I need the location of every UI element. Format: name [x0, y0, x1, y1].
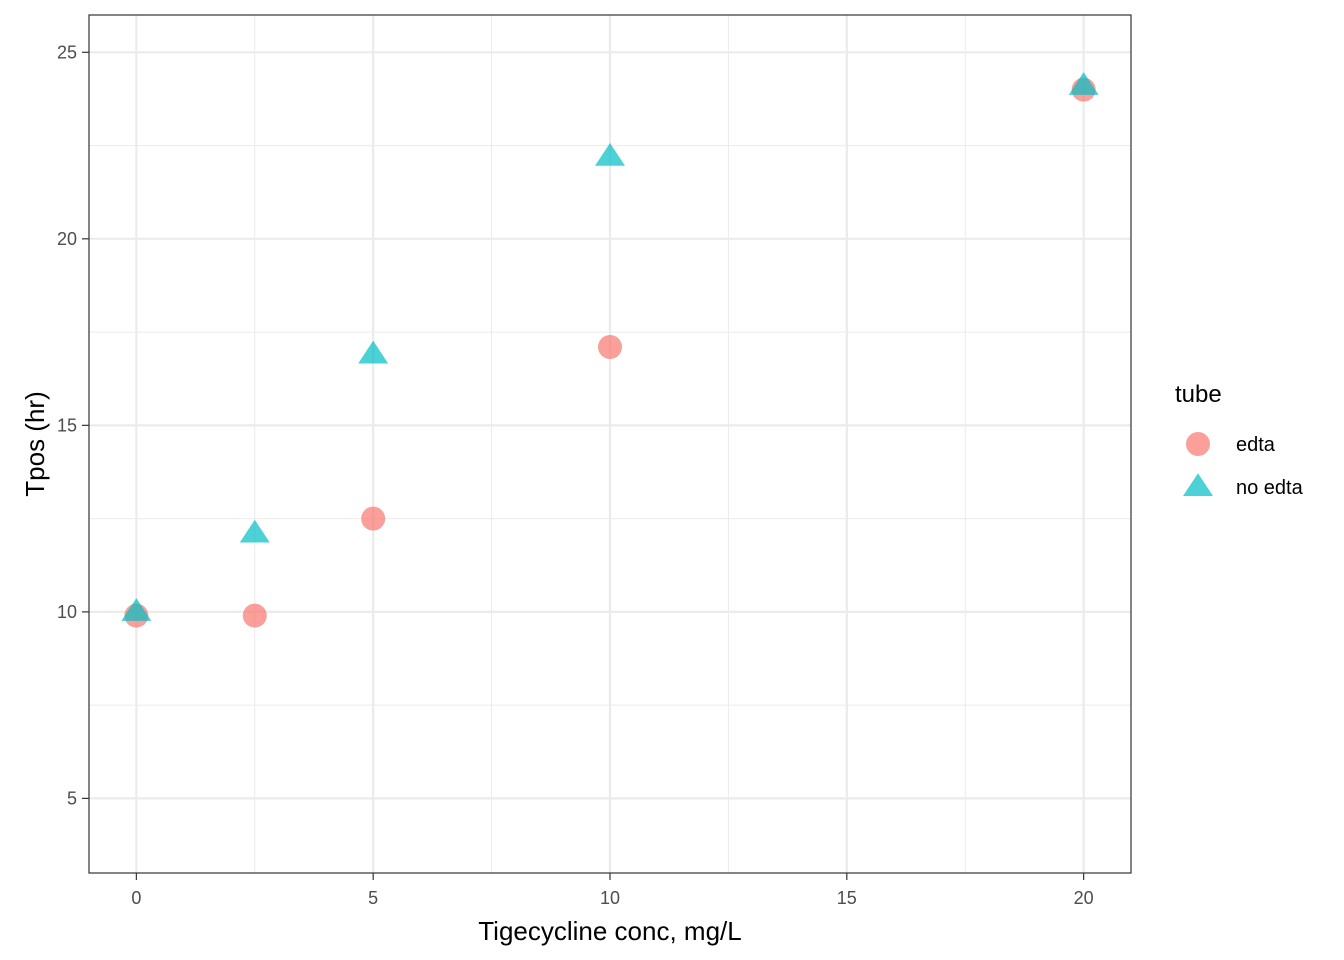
x-tick-label: 5: [368, 888, 378, 908]
y-tick-label: 20: [57, 229, 77, 249]
y-axis-title: Tpos (hr): [20, 391, 50, 496]
y-tick-label: 5: [67, 788, 77, 808]
legend-key-triangle: [1183, 473, 1213, 496]
triangle-point: [595, 142, 625, 166]
x-tick-label: 20: [1074, 888, 1094, 908]
x-axis-title: Tigecycline conc, mg/L: [478, 916, 741, 946]
legend-key-circle: [1186, 432, 1210, 456]
x-tick-label: 15: [837, 888, 857, 908]
x-tick-label: 10: [600, 888, 620, 908]
x-axis: 0 5 10 15 20: [131, 873, 1094, 908]
y-tick-label: 10: [57, 602, 77, 622]
circle-point: [242, 603, 267, 628]
triangle-point: [121, 598, 152, 621]
legend-label: no edta: [1236, 477, 1304, 499]
triangle-point: [1068, 72, 1099, 95]
y-axis: 5 10 15 20 25: [57, 42, 89, 808]
circle-point: [598, 335, 622, 360]
circle-point: [361, 506, 386, 531]
legend-title: tube: [1175, 381, 1222, 408]
triangle-point: [239, 519, 270, 543]
y-tick-label: 15: [57, 415, 77, 435]
legend: tube edta no edta: [1175, 381, 1304, 499]
x-tick-label: 0: [131, 888, 141, 908]
legend-label: edta: [1236, 434, 1276, 456]
y-tick-label: 25: [57, 42, 77, 62]
triangle-point: [358, 340, 389, 364]
data-points: [121, 72, 1099, 628]
